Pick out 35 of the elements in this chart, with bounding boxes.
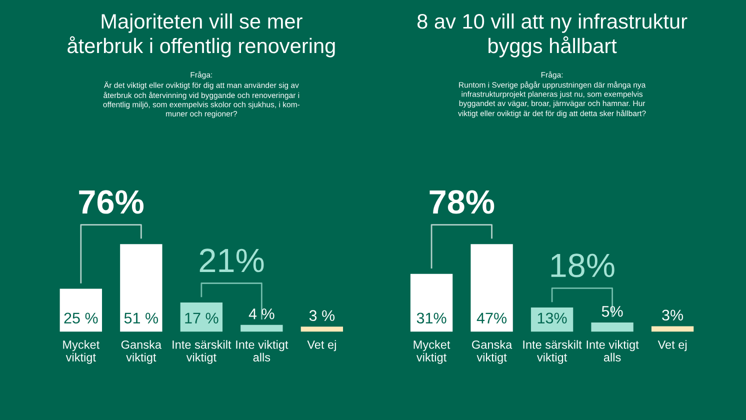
bar (180, 302, 223, 332)
data-label: 25 % (64, 312, 98, 324)
bar (300, 326, 344, 332)
data-label: 13% (538, 312, 567, 324)
chart-title: Majoriteten vill se mer återbruk i offentlig renovering (68, 13, 335, 58)
annotation: 21% (200, 248, 264, 272)
data-label: 47% (476, 312, 507, 324)
x-tick-label: Ganska viktigt (121, 340, 162, 364)
x-tick-label: Inte viktigt alls (586, 340, 639, 362)
bar (60, 288, 102, 332)
x-tick-label: Ganska viktigt (472, 340, 512, 364)
x-tick-label: Inte särskilt viktigt (523, 340, 582, 364)
bar (651, 326, 694, 332)
text: 78% (430, 190, 494, 214)
bar (591, 322, 634, 332)
x-tick-label: Mycket viktigt (63, 340, 100, 364)
data-label: 51 % (124, 312, 158, 324)
bar (470, 244, 513, 332)
data-label: 3 % (309, 310, 335, 321)
data-label: 4 % (248, 308, 274, 320)
bar (240, 324, 283, 332)
data-label: 31% (416, 312, 446, 324)
bar (120, 244, 162, 332)
chart-title: 8 av 10 vill att ny infrastruktur byggs hållbart (417, 13, 688, 58)
x-tick-label: Vet ej (658, 340, 687, 352)
data-label: 3% (662, 310, 684, 321)
x-tick-label: Inte särskilt viktigt (172, 340, 232, 364)
text: 76% (79, 190, 144, 214)
x-tick-label: Mycket viktigt (414, 340, 450, 364)
x-tick-label: Vet ej (307, 340, 336, 352)
x-tick-label: Inte viktigt alls (236, 340, 288, 362)
annotation: 18% (551, 254, 614, 278)
data-label: 17 % (185, 312, 218, 324)
data-label: 5% (602, 306, 623, 317)
bar (410, 274, 453, 332)
